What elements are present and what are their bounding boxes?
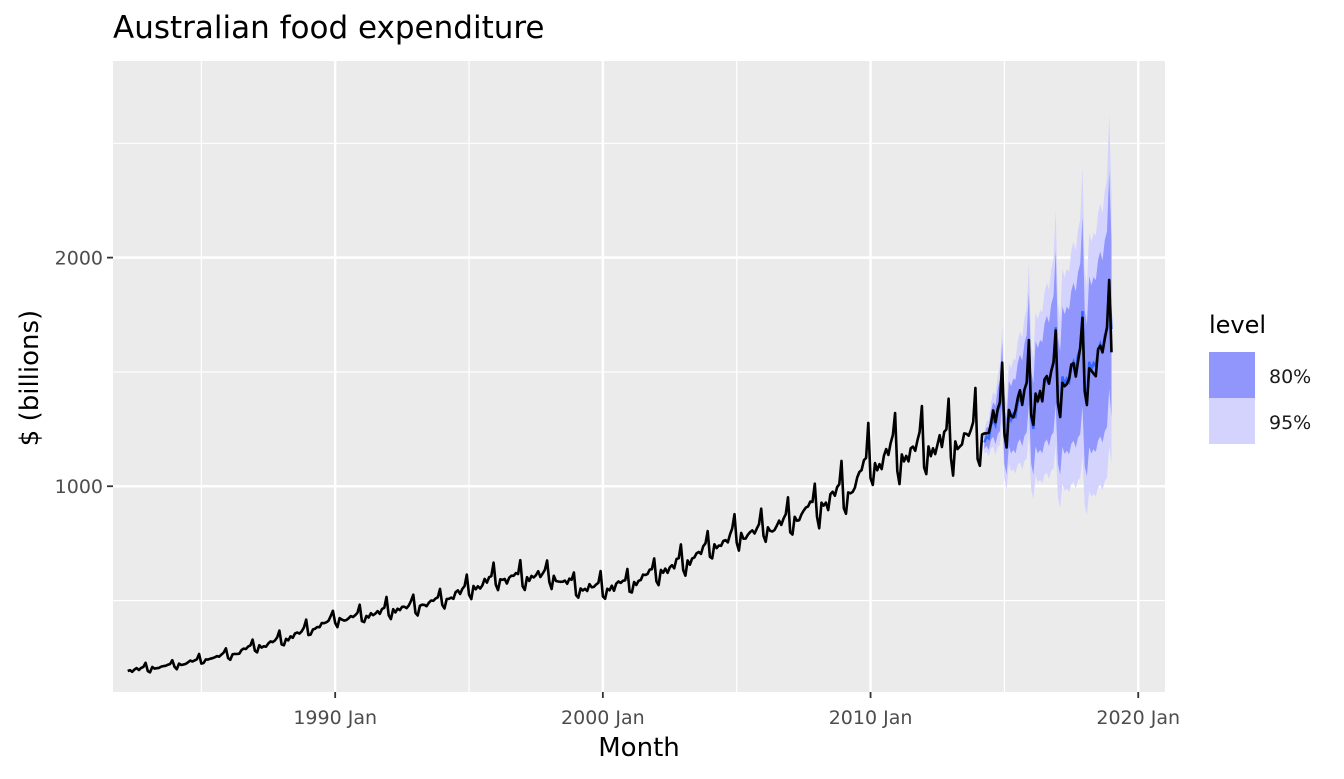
actual-series-line bbox=[127, 278, 1113, 674]
x-axis: 1990 Jan 2000 Jan 2010 Jan 2020 Jan bbox=[293, 692, 1180, 729]
legend-label-80: 80% bbox=[1269, 366, 1311, 388]
plot-panel bbox=[113, 61, 1165, 692]
legend-title: level bbox=[1209, 311, 1266, 339]
y-axis-title: $ (billions) bbox=[15, 310, 45, 446]
legend-key-95 bbox=[1209, 398, 1255, 444]
legend-label-95: 95% bbox=[1269, 412, 1311, 434]
x-tick-label: 2020 Jan bbox=[1096, 707, 1180, 729]
x-tick-label: 2010 Jan bbox=[829, 707, 913, 729]
legend: level 80% 95% bbox=[1209, 311, 1311, 444]
actual-line bbox=[127, 278, 1113, 674]
x-axis-title: Month bbox=[598, 733, 680, 763]
grid bbox=[113, 61, 1165, 692]
x-tick-label: 2000 Jan bbox=[561, 707, 645, 729]
chart-title: Australian food expenditure bbox=[113, 10, 545, 46]
y-tick-label: 2000 bbox=[55, 248, 103, 270]
x-tick-label: 1990 Jan bbox=[293, 707, 377, 729]
y-axis: 1000 2000 bbox=[55, 248, 113, 498]
y-tick-label: 1000 bbox=[55, 476, 103, 498]
legend-key-80 bbox=[1209, 352, 1255, 398]
